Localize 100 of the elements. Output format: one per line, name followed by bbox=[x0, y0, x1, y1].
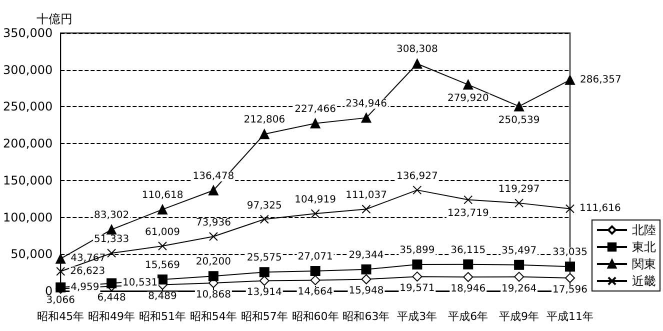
data-label: 119,297 bbox=[498, 184, 540, 196]
point bbox=[565, 262, 575, 272]
data-label: 286,357 bbox=[580, 74, 622, 86]
x-tick-label: 昭和63年 bbox=[342, 310, 390, 323]
x-tick-label: 平成6年 bbox=[448, 310, 488, 323]
point bbox=[208, 232, 218, 241]
point bbox=[106, 278, 117, 288]
x-tick-label: 平成11年 bbox=[546, 310, 594, 323]
data-label: 29,344 bbox=[348, 250, 384, 261]
point bbox=[361, 112, 372, 123]
point bbox=[514, 272, 524, 282]
data-label: 136,927 bbox=[396, 171, 438, 182]
data-label: 83,302 bbox=[94, 210, 130, 222]
data-label: 111,037 bbox=[346, 190, 387, 202]
point bbox=[158, 204, 168, 214]
data-label: 4,959 bbox=[70, 282, 100, 293]
data-label: 25,575 bbox=[246, 252, 282, 264]
y-tick-label: 250,000 bbox=[3, 100, 53, 114]
data-label: 18,946 bbox=[450, 284, 486, 295]
point bbox=[56, 254, 66, 264]
x-tick-label: 昭和45年 bbox=[37, 310, 84, 323]
data-label: 104,919 bbox=[294, 194, 336, 206]
data-label: 15,569 bbox=[145, 260, 180, 272]
data-label: 97,325 bbox=[246, 200, 282, 212]
point bbox=[310, 209, 320, 218]
y-tick-label: 300,000 bbox=[3, 62, 53, 77]
data-label: 234,946 bbox=[346, 98, 387, 110]
point bbox=[158, 274, 168, 285]
legend-label: 北陸 bbox=[632, 223, 656, 237]
point bbox=[514, 101, 524, 112]
point bbox=[361, 274, 372, 284]
data-label: 212,806 bbox=[244, 114, 286, 126]
data-label: 17,596 bbox=[552, 284, 588, 296]
data-label: 250,539 bbox=[498, 114, 540, 126]
point bbox=[565, 74, 575, 85]
y-tick-label: 350,000 bbox=[3, 26, 53, 40]
point bbox=[56, 266, 66, 276]
point bbox=[565, 273, 575, 284]
point bbox=[463, 272, 474, 282]
x-tick-label: 昭和49年 bbox=[88, 310, 136, 323]
point bbox=[566, 204, 574, 214]
x-tick-label: 昭和57年 bbox=[240, 310, 288, 323]
legend-label: 近畿 bbox=[632, 274, 656, 288]
data-label: 13,914 bbox=[246, 287, 282, 298]
data-label: 19,571 bbox=[400, 283, 435, 294]
data-label: 279,920 bbox=[447, 93, 489, 104]
data-label: 3,066 bbox=[46, 295, 75, 306]
y-tick-label: 150,000 bbox=[3, 173, 53, 188]
data-label: 61,009 bbox=[145, 227, 180, 238]
data-label: 10,531 bbox=[122, 278, 158, 289]
data-label: 19,264 bbox=[502, 283, 537, 294]
point bbox=[463, 80, 474, 90]
point bbox=[463, 259, 474, 270]
point bbox=[310, 275, 320, 286]
point bbox=[514, 260, 524, 270]
point bbox=[106, 224, 117, 235]
point bbox=[412, 58, 422, 69]
point bbox=[514, 198, 524, 208]
legend-label: 関東 bbox=[632, 257, 656, 271]
point bbox=[412, 272, 422, 282]
point bbox=[310, 266, 320, 276]
data-label: 111,616 bbox=[580, 203, 621, 214]
point bbox=[260, 214, 269, 224]
y-tick-label: 100,000 bbox=[3, 210, 53, 224]
point bbox=[158, 242, 167, 251]
data-label: 15,948 bbox=[348, 286, 384, 297]
x-tick-label: 平成9年 bbox=[499, 310, 540, 323]
point bbox=[259, 129, 270, 140]
data-label: 35,497 bbox=[502, 245, 537, 256]
data-label: 35,899 bbox=[400, 245, 435, 256]
point bbox=[412, 186, 422, 195]
legend-label: 東北 bbox=[632, 240, 656, 254]
y-tick-label: 200,000 bbox=[3, 136, 53, 151]
point bbox=[259, 276, 270, 286]
data-label: 10,868 bbox=[196, 289, 231, 300]
data-label: 14,664 bbox=[298, 286, 333, 298]
y-axis-title: 十億円 bbox=[36, 12, 73, 26]
data-label: 33,035 bbox=[552, 247, 588, 258]
data-label: 227,466 bbox=[294, 104, 336, 115]
data-label: 26,623 bbox=[70, 266, 106, 277]
data-label: 123,719 bbox=[447, 208, 489, 219]
data-label: 136,478 bbox=[192, 170, 234, 182]
point bbox=[310, 118, 320, 128]
data-label: 27,071 bbox=[298, 252, 333, 263]
point bbox=[361, 264, 372, 274]
x-tick-label: 昭和54年 bbox=[190, 310, 237, 323]
data-label: 51,333 bbox=[94, 234, 130, 246]
data-label: 36,115 bbox=[450, 244, 486, 256]
data-label: 6,448 bbox=[97, 292, 126, 304]
data-label: 308,308 bbox=[396, 44, 438, 56]
point bbox=[208, 185, 218, 196]
data-label: 8,489 bbox=[148, 291, 177, 302]
x-tick-label: 昭和60年 bbox=[292, 310, 339, 323]
data-label: 20,200 bbox=[196, 256, 231, 268]
x-tick-label: 平成3年 bbox=[397, 310, 438, 323]
point bbox=[107, 248, 116, 258]
data-label: 73,936 bbox=[196, 218, 231, 228]
point bbox=[208, 271, 218, 282]
point bbox=[464, 195, 473, 204]
y-tick-label: 50,000 bbox=[10, 247, 53, 262]
